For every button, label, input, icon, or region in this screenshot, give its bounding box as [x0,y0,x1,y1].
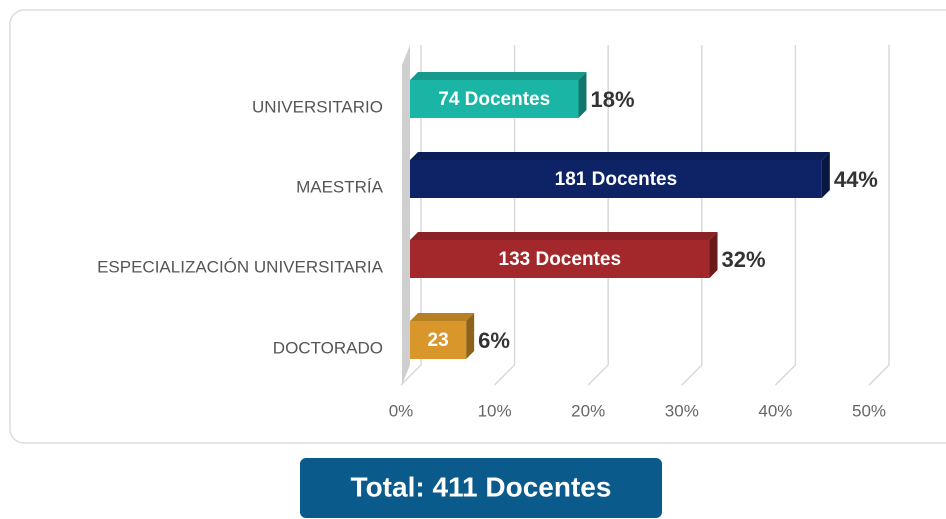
category-label: MAESTRÍA [296,177,384,196]
grid-line [494,45,516,386]
category-label: DOCTORADO [273,338,383,357]
total-label: Total: 411 Docentes [351,471,612,502]
bar-side [578,72,587,118]
panel [9,9,946,444]
grid-line [400,45,422,386]
grid-line [774,45,797,386]
x-tick-label: 20% [571,401,605,420]
bar-top [410,232,718,240]
bar [410,160,822,198]
bar [410,240,710,278]
grid-line [868,45,890,386]
bar-side [466,313,475,359]
bar-side [821,152,830,198]
x-tick-label: 10% [478,401,512,420]
axis-wall [402,45,410,385]
grid-line [681,45,703,386]
value-label: 6% [478,328,510,353]
bar-top [410,72,587,80]
bar-label: 133 Docentes [499,249,622,270]
value-label: 44% [834,167,878,192]
x-tick-label: 50% [852,401,886,420]
value-label: 18% [590,87,634,112]
total-box [300,458,662,518]
bar-label: 23 [428,330,449,351]
bar-top [410,152,830,160]
bar-label: 74 Docentes [438,89,550,110]
x-tick-label: 30% [665,401,699,420]
grid-line [587,45,609,386]
category-label: ESPECIALIZACIÓN UNIVERSITARIA [97,257,384,276]
x-tick-label: 40% [758,401,792,420]
bar-top [410,313,475,321]
bar-side [709,232,718,278]
bar-label: 181 Docentes [555,169,678,190]
bar [410,80,579,118]
bar [410,321,467,359]
category-label: UNIVERSITARIO [252,97,383,116]
value-label: 32% [722,247,766,272]
x-tick-label: 0% [389,401,414,420]
